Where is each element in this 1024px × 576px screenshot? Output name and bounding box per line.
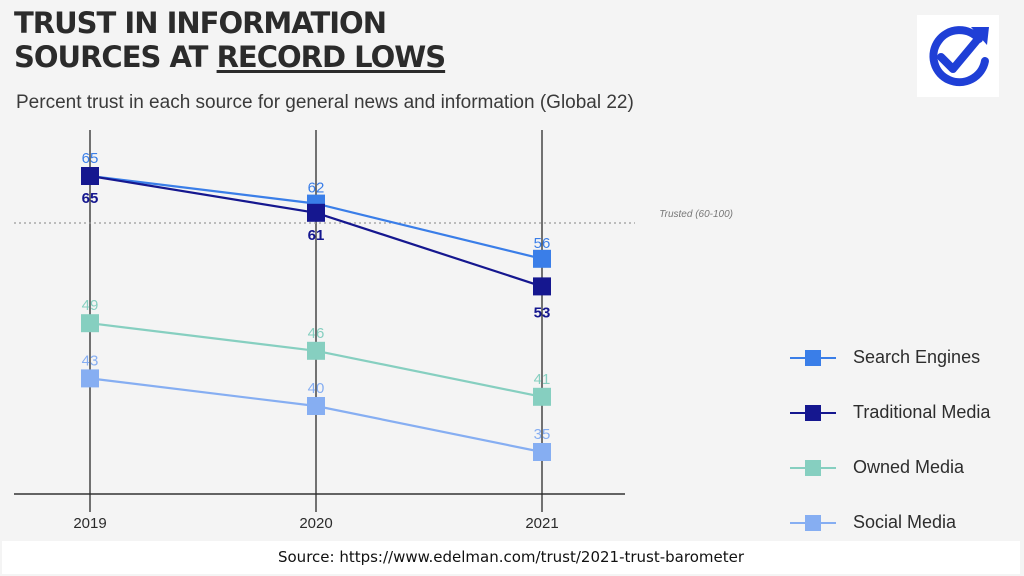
legend-swatch xyxy=(790,348,836,368)
data-point-marker xyxy=(533,249,551,268)
page-title: TRUST IN INFORMATION SOURCES AT RECORD L… xyxy=(14,6,447,74)
data-label: 61 xyxy=(308,227,325,244)
data-label: 41 xyxy=(534,371,551,388)
title-line-2-underlined: RECORD LOWS xyxy=(216,40,447,74)
reference-line-label: Trusted (60-100) xyxy=(659,209,733,220)
source-caption: Source: https://www.edelman.com/trust/20… xyxy=(2,541,1020,574)
data-point-marker xyxy=(307,397,325,415)
legend-swatch-marker xyxy=(805,459,821,476)
title-line-2: SOURCES AT RECORD LOWS xyxy=(14,40,447,74)
data-point-marker xyxy=(307,341,325,360)
legend-label: Search Engines xyxy=(853,347,981,367)
check-refresh-icon xyxy=(929,26,989,87)
legend-swatch xyxy=(790,458,836,478)
title-line-1: TRUST IN INFORMATION xyxy=(14,6,387,40)
legend-label: Owned Media xyxy=(853,457,965,477)
data-point-marker xyxy=(533,387,551,406)
x-tick-label: 2020 xyxy=(299,515,332,532)
legend-swatch-marker xyxy=(805,349,821,366)
data-label: 49 xyxy=(82,297,99,314)
data-point-marker xyxy=(81,167,99,185)
x-tick-label: 2019 xyxy=(73,515,106,532)
legend-label: Traditional Media xyxy=(853,402,991,422)
data-point-marker xyxy=(307,203,325,222)
legend-item: Owned Media xyxy=(790,440,1020,495)
chart-subtitle: Percent trust in each source for general… xyxy=(16,92,634,113)
data-label: 35 xyxy=(534,426,551,443)
legend-swatch-marker xyxy=(805,514,821,531)
x-tick-label: 2021 xyxy=(525,515,558,532)
data-label: 65 xyxy=(82,190,99,207)
logo xyxy=(917,15,999,97)
chart-legend: Search Engines Traditional Media Owned Med… xyxy=(790,330,1020,550)
data-label: 43 xyxy=(82,352,99,369)
data-label: 65 xyxy=(82,150,99,167)
data-label: 46 xyxy=(308,325,325,342)
data-point-marker xyxy=(81,369,99,388)
data-point-marker xyxy=(81,314,99,333)
legend-swatch xyxy=(790,513,836,533)
data-label: 62 xyxy=(308,180,325,197)
legend-swatch xyxy=(790,403,836,423)
legend-item: Social Media xyxy=(790,495,1020,550)
title-line-2-prefix: SOURCES AT xyxy=(14,40,217,74)
legend-item: Traditional Media xyxy=(790,385,1020,440)
data-label: 56 xyxy=(534,235,551,252)
legend-item: Search Engines xyxy=(790,330,1020,385)
data-point-marker xyxy=(533,277,551,296)
data-label: 53 xyxy=(534,304,551,321)
legend-swatch-marker xyxy=(805,404,821,421)
data-point-marker xyxy=(533,443,551,461)
data-label: 40 xyxy=(308,380,325,397)
legend-label: Social Media xyxy=(853,512,957,532)
